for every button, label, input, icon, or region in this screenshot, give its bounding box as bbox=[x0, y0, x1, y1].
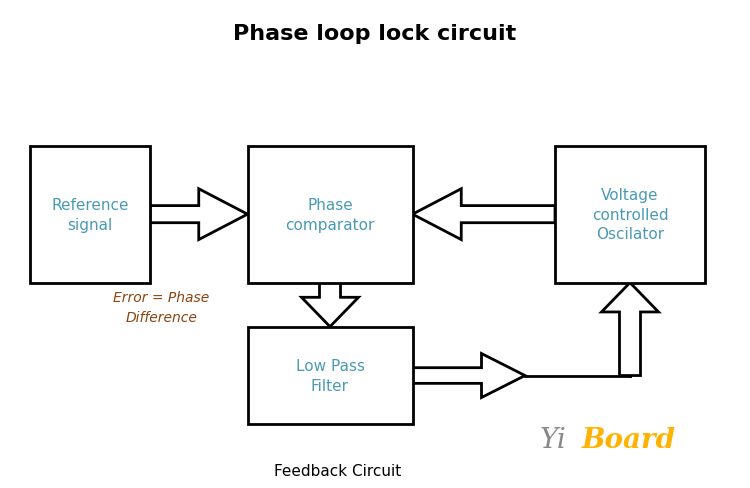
Text: Error = Phase
Difference: Error = Phase Difference bbox=[113, 291, 209, 324]
FancyBboxPatch shape bbox=[555, 146, 705, 283]
Polygon shape bbox=[602, 283, 658, 376]
Text: Board: Board bbox=[581, 426, 675, 453]
FancyBboxPatch shape bbox=[30, 146, 150, 283]
Polygon shape bbox=[413, 354, 525, 398]
Text: Phase
comparator: Phase comparator bbox=[285, 197, 375, 232]
FancyBboxPatch shape bbox=[248, 146, 412, 283]
Text: Low Pass
Filter: Low Pass Filter bbox=[296, 358, 364, 393]
Polygon shape bbox=[302, 283, 358, 327]
Text: Feedback Circuit: Feedback Circuit bbox=[274, 464, 401, 478]
Polygon shape bbox=[413, 189, 555, 240]
Polygon shape bbox=[150, 189, 248, 240]
FancyBboxPatch shape bbox=[248, 327, 412, 425]
Text: Reference
signal: Reference signal bbox=[51, 197, 129, 232]
Text: Phase loop lock circuit: Phase loop lock circuit bbox=[233, 24, 517, 44]
Text: Yi: Yi bbox=[540, 426, 567, 453]
Text: Voltage
controlled
Oscilator: Voltage controlled Oscilator bbox=[592, 187, 668, 242]
